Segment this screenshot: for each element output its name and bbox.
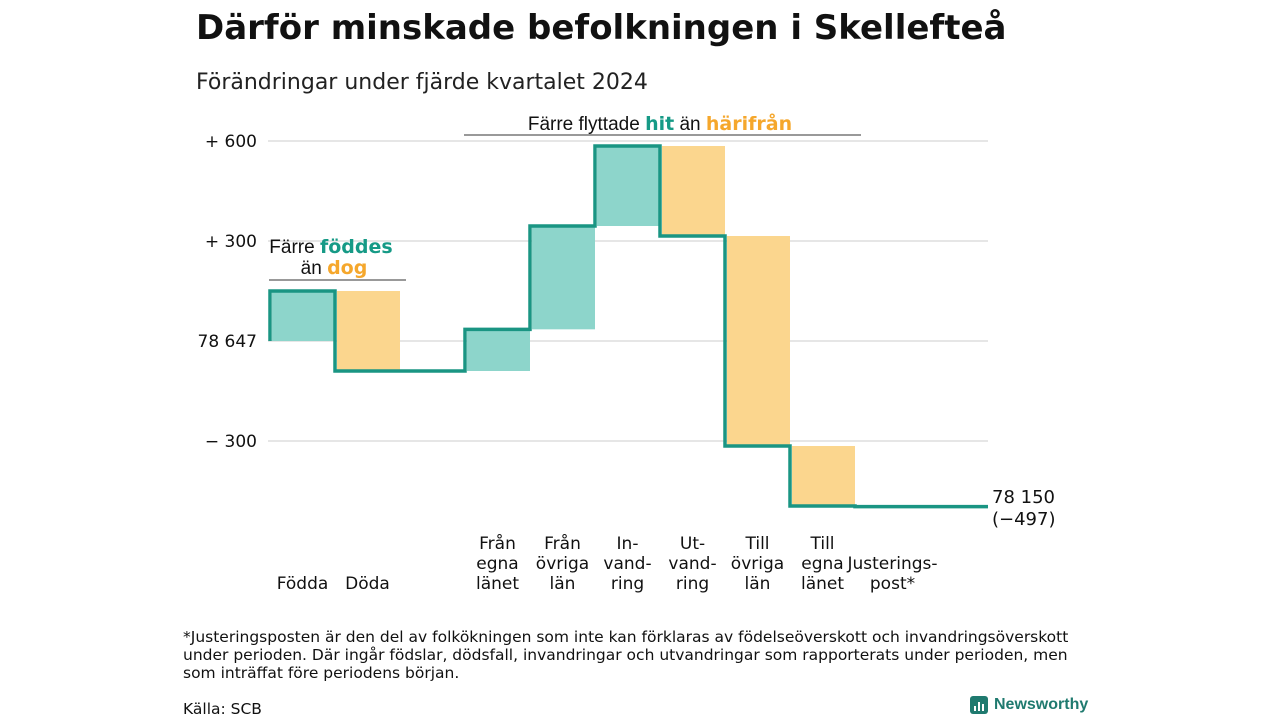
logo-text: Newsworthy [994,696,1089,713]
svg-text:Färre föddes: Färre föddes [269,236,392,258]
annotation-migration-hit: hit [645,113,674,135]
end-change-label: (−497) [992,509,1055,530]
waterfall-bar [532,226,595,330]
category-label: vand- [603,554,651,574]
waterfall-bar [792,446,855,506]
waterfall-bar [662,146,725,236]
source-label: Källa: SCB [183,700,262,718]
category-label: Justerings- [846,554,937,574]
category-label: ring [676,574,709,594]
annotation-deaths-highlight: dog [327,257,367,279]
bar-layer [272,146,855,506]
y-tick-label: + 600 [205,132,257,152]
y-tick-label: − 300 [205,432,257,452]
end-value-label: 78 150 [992,487,1055,508]
newsworthy-logo: Newsworthy [970,696,1088,714]
category-label: In- [617,534,639,554]
category-label: länet [476,574,519,594]
cumulative-step-line [268,144,988,509]
category-label: Till [744,534,769,554]
migration-annotation: Färre flyttade hit än härifrån [464,111,861,136]
svg-text:Färre flyttade hit än härifrån: Färre flyttade hit än härifrån [528,111,792,135]
waterfall-bar [467,329,530,371]
annotation-births-highlight: föddes [320,236,393,258]
category-label: vand- [668,554,716,574]
annotation-migration-prefix: Färre flyttade [528,114,645,135]
category-label: egna [476,554,518,574]
category-label: länet [801,574,844,594]
footnote: *Justeringsposten är den del av folkökni… [183,628,1069,682]
category-label: län [745,574,771,594]
category-label: län [550,574,576,594]
annotation-migration-middle: än [674,114,706,135]
category-label: Ut- [680,534,705,554]
y-tick-label: 78 647 [198,332,257,352]
category-label: övriga [536,554,589,574]
annotation-deaths-prefix: än [301,258,327,279]
svg-text:än dog: än dog [301,257,368,279]
chart-title: Därför minskade befolkningen i Skellefte… [196,8,1007,48]
waterfall-bar [727,236,790,446]
step-line-layer [268,144,988,509]
category-label: Från [544,533,581,554]
chart-subtitle: Förändringar under fjärde kvartalet 2024 [196,70,648,95]
category-label: övriga [731,554,784,574]
waterfall-bar [337,291,400,371]
category-label: post* [870,574,915,594]
grid-layer [268,140,988,442]
category-label: egna [801,554,843,574]
category-label: Från [479,533,516,554]
category-label: ring [611,574,644,594]
births-deaths-annotation: Färre föddes än dog [269,236,406,281]
waterfall-bar [597,146,660,226]
y-tick-label: + 300 [205,232,257,252]
newsworthy-logo-icon [970,696,988,714]
annotation-migration-harifran: härifrån [706,111,792,135]
waterfall-bar [272,291,335,341]
annotation-births-prefix: Färre [269,237,320,258]
category-label: Födda [277,574,329,594]
category-label: Döda [345,574,390,594]
category-label: Till [809,534,834,554]
